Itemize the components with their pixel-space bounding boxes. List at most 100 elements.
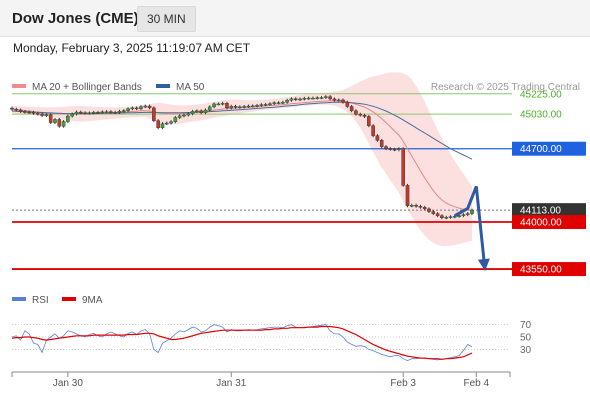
x-tick-label: Jan 30 [53, 378, 83, 389]
candle-up [104, 111, 109, 113]
candle-down [440, 215, 444, 218]
candle [414, 203, 418, 208]
candle [431, 210, 436, 216]
candle-up [212, 103, 216, 108]
candle [212, 102, 216, 109]
candle-down [328, 96, 332, 100]
candle [341, 98, 345, 104]
candle-up [397, 148, 401, 150]
candle-down [332, 98, 337, 101]
candle [238, 105, 242, 109]
candle-up [74, 111, 79, 115]
candle [113, 110, 117, 114]
candle-up [130, 107, 135, 110]
candle [160, 122, 165, 130]
candle [109, 110, 113, 114]
candle-down [10, 107, 14, 110]
candle [371, 124, 375, 138]
candle [422, 205, 427, 211]
rsi-tick-label: 50 [520, 333, 532, 344]
candle-up [100, 111, 105, 114]
candle-up [281, 102, 285, 104]
candle-up [216, 103, 221, 106]
candle-up [87, 112, 92, 115]
candle-up [461, 214, 466, 216]
rsi-tick-label: 30 [520, 345, 532, 356]
projection-arrow [454, 185, 487, 270]
candle [388, 147, 393, 151]
candle-up [302, 98, 307, 100]
projection-arrow-head [477, 258, 490, 272]
legend-swatch [12, 84, 26, 88]
candle [354, 109, 358, 116]
candle [173, 116, 178, 124]
candle [216, 102, 221, 106]
legend-label: RSI [32, 295, 49, 306]
chart-header: Dow Jones (CME) 30 MIN [0, 0, 590, 37]
candle-down [57, 119, 62, 127]
candle [44, 113, 49, 117]
candle [40, 112, 44, 117]
legend-label: 9MA [82, 295, 103, 306]
candle [156, 119, 160, 130]
candle [121, 109, 126, 113]
candle [18, 108, 23, 113]
candle-up [229, 106, 234, 109]
candle-down [83, 112, 87, 114]
candle-up [126, 108, 130, 111]
candle-up [410, 205, 414, 207]
candle [31, 110, 36, 115]
candle [220, 101, 225, 106]
level-label: 44113.00 [520, 206, 561, 217]
candle [233, 104, 238, 109]
candle [285, 98, 289, 104]
candle [401, 147, 406, 187]
chart-legend: MA 20 + Bollinger Bands MA 50 Research © 2… [12, 82, 580, 93]
candle-down [371, 125, 375, 136]
candles [10, 95, 474, 220]
candle-down [31, 112, 36, 114]
candle [448, 215, 453, 219]
candle [281, 100, 285, 105]
candle-up [220, 103, 225, 105]
candle-up [457, 215, 461, 217]
candle-down [345, 101, 350, 107]
candle [126, 107, 130, 113]
candle [203, 108, 208, 115]
level-label-bg [512, 262, 586, 277]
candle-up [319, 97, 324, 99]
candle [195, 109, 199, 113]
candle-up [190, 111, 195, 114]
candle [324, 95, 328, 100]
candle [66, 114, 70, 123]
candle [104, 110, 109, 114]
candle [345, 100, 350, 108]
candle-down [358, 113, 363, 116]
candle-up [143, 105, 148, 108]
candle-up [203, 109, 208, 113]
candle [61, 120, 66, 128]
candle-down [152, 107, 156, 121]
candle-up [169, 121, 173, 124]
x-tick-label: Feb 4 [464, 378, 490, 389]
candle-down [18, 109, 23, 112]
timeframe-button[interactable]: 30 MIN [137, 6, 196, 32]
candle-down [422, 207, 427, 210]
candle [91, 110, 96, 115]
candle-down [427, 208, 431, 212]
candle [272, 101, 277, 106]
candle [461, 213, 466, 218]
candle-up [44, 114, 49, 116]
candle-up [66, 115, 70, 122]
candle [332, 97, 337, 102]
candle-up [465, 213, 470, 215]
candle [139, 105, 143, 111]
candle-down [375, 135, 380, 141]
instrument-title: Dow Jones (CME) [12, 10, 139, 27]
x-tick-label: Jan 31 [216, 378, 246, 389]
candle-up [324, 96, 328, 98]
candle [362, 113, 367, 118]
candle [164, 121, 169, 126]
